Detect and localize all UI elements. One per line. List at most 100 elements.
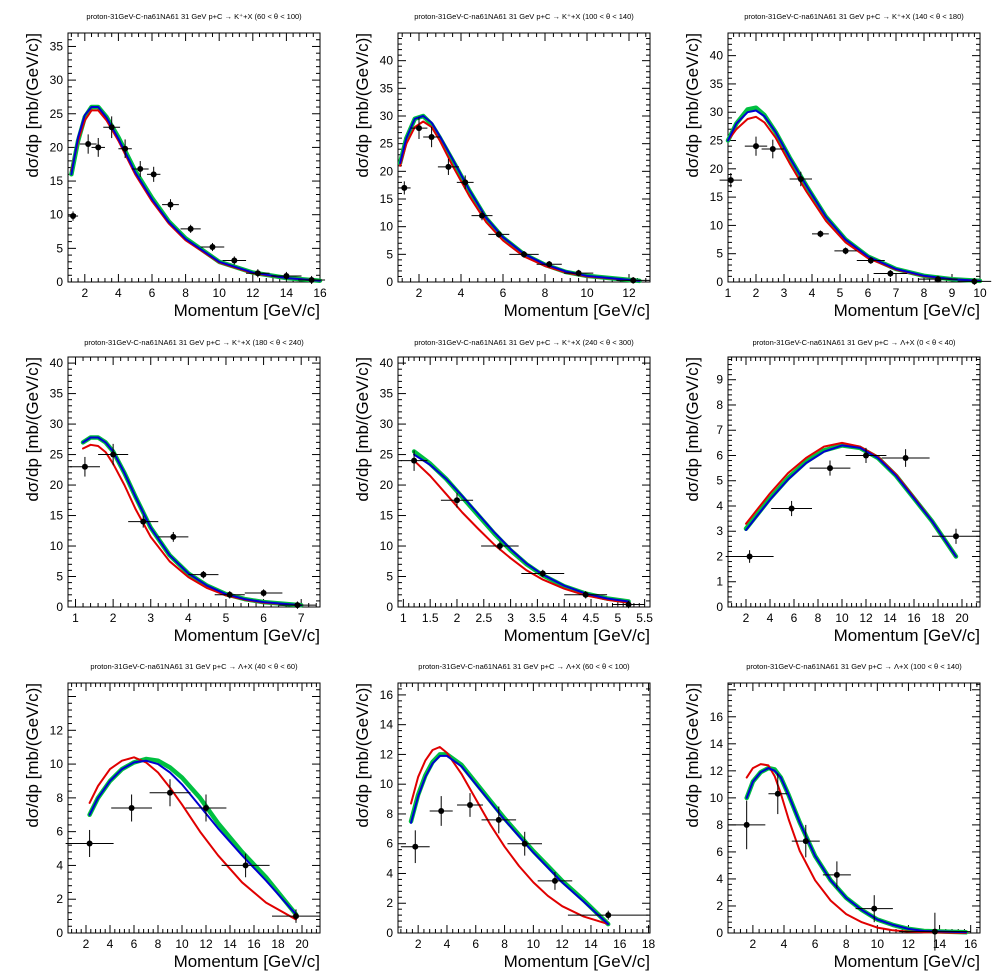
data-point: [69, 456, 100, 477]
data-point: [222, 256, 247, 265]
curve-blue: [745, 767, 967, 934]
x-tick-label: 3.5: [529, 611, 546, 625]
x-tick-label: 16: [247, 937, 261, 951]
x-tick-label: 10: [175, 937, 189, 951]
x-tick-label: 16: [313, 286, 327, 300]
chart-title: proton-31GeV-C-na61NA61 31 GeV p+C → K⁺+…: [414, 12, 634, 21]
data-marker: [467, 802, 473, 809]
x-tick-label: 6: [812, 937, 819, 951]
y-tick-label: 6: [716, 448, 723, 462]
y-tick-label: 15: [710, 190, 724, 204]
data-marker: [95, 144, 102, 151]
y-tick-label: 0: [56, 926, 63, 940]
data-point: [719, 173, 742, 188]
y-tick-label: 25: [50, 107, 64, 121]
chart-panel-4: proton-31GeV-C-na61NA61 31 GeV p+C → K⁺+…: [23, 338, 321, 645]
data-point: [118, 139, 132, 159]
x-tick-label: 5: [837, 286, 844, 300]
x-tick-label: 6: [149, 286, 156, 300]
data-point: [616, 277, 650, 284]
x-tick-label: 12: [246, 286, 260, 300]
y-tick-label: 16: [380, 688, 394, 702]
y-tick-label: 4: [716, 872, 723, 886]
y-tick-label: 2: [716, 549, 723, 563]
x-tick-label: 16: [613, 937, 627, 951]
y-tick-label: 12: [710, 764, 724, 778]
y-axis-label: dσ/dp [mb/(GeV/c)]: [353, 683, 372, 828]
curve-red: [745, 763, 967, 934]
x-tick-label: 8: [542, 286, 549, 300]
data-point: [856, 257, 885, 264]
y-tick-label: 10: [380, 539, 394, 553]
x-tick-label: 4: [115, 286, 122, 300]
y-tick-label: 0: [386, 600, 393, 614]
y-tick-label: 10: [710, 791, 724, 805]
chart-title: proton-31GeV-C-na61NA61 31 GeV p+C → Λ+X…: [752, 338, 956, 347]
data-point: [481, 806, 517, 834]
plot-frame: [397, 682, 651, 934]
data-marker: [479, 212, 485, 219]
y-tick-label: 5: [56, 570, 63, 584]
data-marker: [887, 270, 894, 277]
x-tick-label: 5: [223, 611, 230, 625]
x-axis-label: Momentum [GeV/c]: [174, 952, 320, 971]
data-marker: [231, 257, 238, 264]
x-tick-label: 2: [753, 286, 760, 300]
data-marker: [70, 213, 77, 220]
data-point: [185, 794, 227, 822]
x-tick-label: 12: [555, 937, 569, 951]
y-tick-label: 25: [380, 137, 394, 151]
y-axis-label: dσ/dp [mb/(GeV/c)]: [23, 33, 42, 178]
data-point: [214, 591, 245, 599]
data-marker: [863, 452, 869, 459]
curve-green: [725, 105, 983, 284]
curve-red: [88, 756, 297, 921]
data-point: [158, 531, 189, 542]
data-point: [65, 829, 114, 857]
data-point: [564, 591, 608, 599]
x-axis-label: Momentum [GeV/c]: [504, 626, 650, 645]
data-marker: [605, 912, 612, 919]
y-axis-label: dσ/dp [mb/(GeV/c)]: [683, 683, 702, 828]
y-tick-label: 16: [710, 710, 724, 724]
y-tick-label: 12: [380, 747, 394, 761]
data-point: [761, 139, 784, 159]
data-point: [128, 515, 159, 528]
y-tick-label: 6: [716, 845, 723, 859]
x-tick-label: 14: [280, 286, 294, 300]
data-marker: [167, 789, 173, 796]
data-marker: [625, 601, 632, 608]
data-marker: [86, 840, 93, 847]
chart-title: proton-31GeV-C-na61NA61 31 GeV p+C → K⁺+…: [86, 12, 302, 21]
y-tick-label: 5: [386, 247, 393, 261]
data-marker: [416, 125, 422, 132]
data-point: [791, 824, 820, 858]
data-marker: [521, 251, 527, 258]
y-tick-label: 5: [716, 247, 723, 261]
y-tick-label: 8: [56, 791, 63, 805]
data-point: [398, 181, 411, 195]
data-marker: [971, 278, 978, 285]
data-point: [822, 861, 851, 889]
x-tick-label: 14: [223, 937, 237, 951]
data-point: [771, 500, 812, 517]
data-point: [400, 450, 428, 471]
x-tick-label: 4: [185, 611, 192, 625]
data-marker: [551, 877, 558, 884]
data-point: [410, 117, 428, 139]
x-tick-label: 4: [444, 937, 451, 951]
data-marker: [85, 141, 92, 148]
data-point: [488, 231, 510, 238]
curve-green: [397, 113, 642, 284]
y-tick-label: 2: [386, 896, 393, 910]
curve-blue: [410, 754, 610, 926]
x-tick-label: 12: [859, 611, 873, 625]
x-tick-label: 14: [933, 937, 947, 951]
y-tick-label: 20: [710, 162, 724, 176]
chart-panel-6: proton-31GeV-C-na61NA61 31 GeV p+C → Λ+X…: [683, 338, 981, 645]
x-tick-label: 6: [472, 937, 479, 951]
x-tick-label: 2: [81, 286, 88, 300]
y-tick-label: 8: [386, 807, 393, 821]
y-tick-label: 20: [50, 140, 64, 154]
x-tick-label: 5: [614, 611, 621, 625]
